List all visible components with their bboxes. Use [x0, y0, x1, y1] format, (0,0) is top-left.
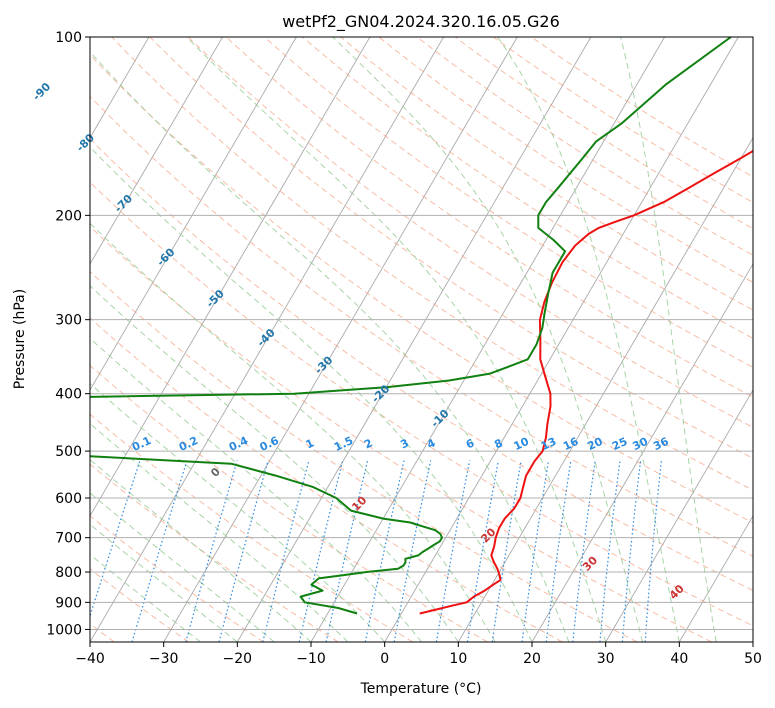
dry-adiabat-line: [90, 463, 339, 642]
moist-adiabat-line: [90, 553, 201, 642]
moist-adiabat-line: [90, 523, 238, 642]
isotherm-line: [90, 37, 297, 391]
isotherm-line: [384, 37, 739, 642]
dry-adiabat-line: [90, 317, 563, 642]
mixing-ratio-line: [599, 460, 621, 642]
isotherm-line: [163, 37, 518, 642]
moist-adiabat-line: [331, 37, 643, 642]
mixing-ratio-line: [545, 460, 572, 642]
mixing-ratio-line: [572, 460, 596, 642]
y-tick-label: 700: [55, 531, 82, 547]
mixing-ratio-line: [393, 460, 432, 642]
x-tick-label: −40: [75, 651, 105, 667]
moist-adiabat-line: [620, 37, 717, 642]
x-tick-label: 30: [597, 651, 615, 667]
mixing-ratio-line: [435, 460, 471, 642]
y-tick-label: 500: [55, 444, 82, 460]
x-tick-label: 50: [744, 651, 762, 667]
y-tick-label: 400: [55, 387, 82, 403]
isotherm-line: [90, 37, 223, 265]
moist-adiabat-line: [90, 382, 386, 642]
y-tick-label: 800: [55, 565, 82, 581]
mixing-ratio-line: [466, 460, 499, 642]
dewpoint-line: [90, 37, 732, 615]
moist-adiabat-line: [90, 492, 275, 642]
y-tick-label: 100: [55, 30, 82, 46]
moist-adiabat-line: [90, 337, 422, 642]
isotherm-lines: [90, 37, 753, 642]
x-tick-label: 10: [449, 651, 467, 667]
y-tick-label: 1000: [46, 622, 82, 638]
dry-adiabat-line: [111, 37, 753, 491]
dry-adiabat-line: [187, 37, 753, 428]
sounding-series: [90, 37, 753, 615]
mixing-ratio-line: [521, 460, 550, 642]
y-tick-label: 300: [55, 313, 82, 329]
dry-adiabat-line: [493, 37, 753, 203]
moist-adiabat-line: [497, 37, 680, 642]
pressure-gridlines: [90, 37, 753, 630]
mixing-ratio-line: [491, 460, 522, 642]
mixing-ratio-line: [185, 460, 238, 642]
y-tick-label: 600: [55, 491, 82, 507]
plot-frame: [89, 36, 754, 643]
mixing-ratio-label: 30: [631, 435, 651, 453]
mixing-ratio-line: [325, 460, 369, 642]
moist-adiabat-line: [90, 146, 533, 642]
mixing-ratio-line: [218, 460, 269, 642]
x-tick-label: 20: [523, 651, 541, 667]
dry-adiabat-line: [90, 364, 488, 642]
chart-title: wetPf2_GN04.2024.320.16.05.G26: [282, 12, 560, 32]
x-tick-label: 0: [380, 651, 389, 667]
x-axis-ticks: −40 −30 −20 −10 0 10 20 30 40 50: [75, 642, 762, 667]
isotherm-line: [236, 37, 592, 642]
isotherm-line: [531, 262, 753, 642]
mixing-ratio-label: 13: [539, 435, 558, 453]
x-tick-label: −30: [149, 651, 179, 667]
dry-adiabat-line: [531, 37, 753, 178]
moist-adiabat-line: [90, 285, 459, 642]
y-axis-label: Pressure (hPa): [12, 289, 28, 389]
x-axis-label: Temperature (°C): [360, 681, 482, 697]
x-tick-label: −20: [223, 651, 253, 667]
mixing-ratio-label: 20: [585, 435, 605, 453]
temperature-line: [419, 149, 753, 615]
dry-adiabat-line: [90, 95, 753, 557]
mixing-ratio-label: 10: [512, 435, 532, 453]
dry-adiabat-line: [90, 138, 753, 592]
isotherm-line: [90, 37, 371, 517]
isotherm-line: [605, 389, 753, 642]
moist-adiabat-line: [90, 51, 570, 642]
dry-adiabat-line: [90, 54, 753, 524]
dry-adiabat-line: [90, 181, 753, 627]
dry-adiabat-line: [225, 37, 753, 398]
y-tick-label: 200: [55, 208, 82, 224]
moist-adiabat-line: [185, 37, 607, 642]
mixing-ratio-label: 36: [651, 435, 671, 453]
mixing-ratio-line: [262, 460, 310, 642]
x-tick-label: 40: [670, 651, 688, 667]
dry-adiabat-line: [416, 37, 753, 256]
y-axis-ticks: 100 200 300 400 500 600 700 800 900 1000: [46, 30, 90, 638]
mixing-ratio-line: [298, 460, 344, 642]
mixing-ratio-label: 25: [610, 435, 629, 453]
isotherm-line: [678, 515, 753, 642]
dry-adiabat-lines: [90, 37, 753, 642]
dry-adiabat-line: [263, 37, 753, 368]
dry-adiabat-line: [90, 515, 264, 642]
mixing-ratio-label: 16: [561, 435, 581, 453]
moist-adiabat-line: [90, 222, 496, 642]
x-tick-label: −10: [296, 651, 326, 667]
mixing-ratio-line: [364, 460, 405, 642]
y-tick-label: 900: [55, 595, 82, 611]
mixing-ratio-lines: [90, 460, 662, 642]
dry-adiabat-line: [90, 225, 712, 642]
